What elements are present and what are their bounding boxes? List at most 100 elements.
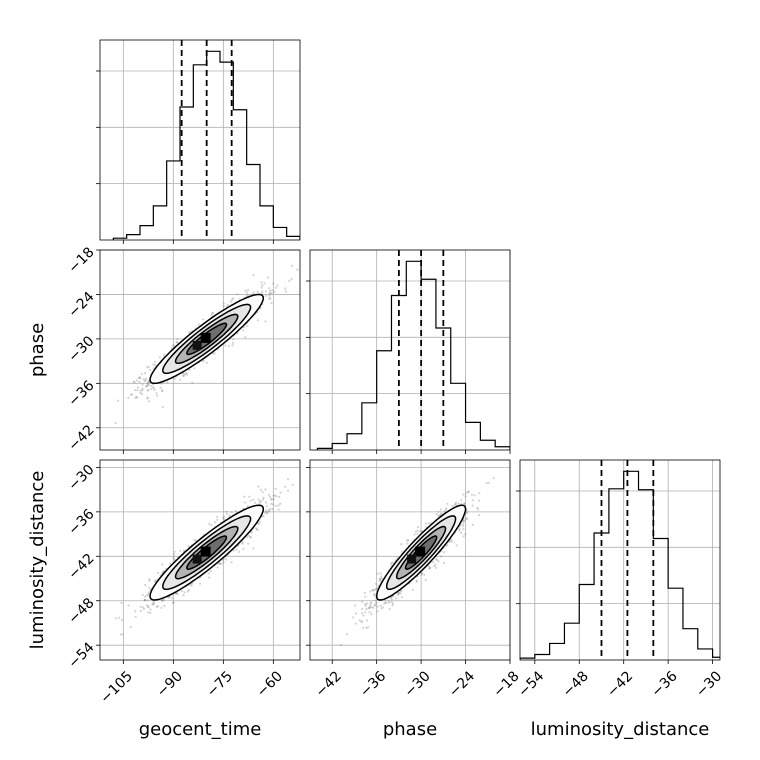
scatter-point: [462, 524, 465, 528]
scatter-point: [260, 500, 263, 503]
scatter-point: [467, 490, 470, 493]
scatter-point: [471, 499, 474, 502]
scatter-point: [147, 388, 150, 392]
scatter-point: [202, 318, 205, 321]
scatter-point: [411, 588, 415, 591]
scatter-point: [400, 596, 403, 599]
density-peak: [200, 332, 211, 343]
x-tick-label: −30: [693, 668, 725, 700]
scatter-point: [470, 493, 474, 496]
scatter-point: [184, 373, 187, 376]
x-tick-label: −36: [357, 668, 389, 700]
scatter-point: [231, 344, 234, 347]
scatter-point: [360, 612, 364, 615]
scatter-point: [278, 495, 281, 499]
scatter-point: [286, 478, 290, 481]
scatter-point: [188, 330, 192, 334]
scatter-point: [451, 504, 454, 507]
scatter-point: [492, 477, 495, 480]
scatter-point: [222, 305, 226, 308]
scatter-point: [153, 602, 156, 605]
scatter-point: [134, 610, 137, 613]
y-tick-label: −36: [65, 378, 97, 410]
scatter-point: [149, 588, 152, 592]
scatter-point: [406, 542, 409, 545]
scatter-point: [140, 392, 144, 396]
scatter-point: [174, 377, 177, 380]
scatter-point: [369, 590, 372, 593]
scatter-point: [226, 303, 229, 306]
scatter-point: [149, 388, 153, 391]
scatter-point: [390, 597, 393, 600]
scatter-point: [182, 372, 185, 375]
scatter-point: [230, 511, 233, 514]
scatter-point: [256, 528, 259, 531]
scatter-point: [166, 381, 169, 384]
scatter-point: [254, 501, 257, 505]
scatter-point: [191, 582, 194, 585]
x-axis-label-luminosity_distance: luminosity_distance: [531, 719, 710, 740]
panel-content: [114, 452, 310, 636]
scatter-point: [152, 601, 155, 604]
scatter-point: [279, 502, 282, 505]
scatter-point: [269, 292, 272, 295]
scatter-point: [225, 512, 229, 516]
scatter-point: [149, 611, 152, 614]
scatter-point: [428, 566, 432, 570]
scatter-point: [415, 579, 418, 582]
scatter-point: [428, 567, 431, 571]
scatter-point: [339, 643, 342, 647]
scatter-point: [379, 604, 382, 607]
histogram-step-luminosity_distance: [520, 470, 720, 660]
scatter-point: [269, 297, 272, 300]
scatter-point: [151, 603, 154, 606]
scatter-point: [160, 606, 163, 609]
scatter-point: [477, 514, 481, 517]
scatter-point: [259, 520, 262, 523]
scatter-point: [373, 588, 376, 591]
x-tick-label: −42: [604, 668, 636, 700]
scatter-point: [401, 550, 404, 554]
scatter-point: [368, 611, 371, 614]
scatter-point: [228, 514, 231, 517]
scatter-point: [132, 380, 135, 383]
scatter-point: [416, 529, 419, 533]
scatter-point: [424, 578, 427, 582]
scatter-point: [437, 515, 440, 518]
scatter-point: [161, 599, 164, 602]
scatter-point: [232, 297, 235, 300]
scatter-point: [308, 452, 310, 454]
x-tick-label: −105: [97, 668, 136, 707]
scatter-point: [268, 287, 271, 290]
x-tick-label: −42: [313, 668, 345, 700]
scatter-point: [376, 605, 379, 608]
scatter-point: [172, 344, 175, 347]
scatter-point: [161, 599, 164, 602]
scatter-point: [270, 502, 273, 505]
scatter-point: [161, 406, 164, 409]
scatter-point: [160, 599, 164, 602]
scatter-point: [376, 610, 379, 613]
scatter-point: [146, 389, 149, 392]
scatter-point: [172, 556, 175, 560]
scatter-point: [362, 614, 365, 617]
scatter-point: [445, 507, 448, 510]
scatter-point: [485, 481, 488, 485]
scatter-point: [145, 384, 149, 388]
scatter-point: [284, 485, 287, 488]
scatter-point: [154, 360, 157, 363]
scatter-point: [197, 323, 200, 326]
scatter-point: [464, 533, 467, 536]
scatter-point: [127, 604, 130, 607]
scatter-point: [249, 536, 252, 539]
scatter-point: [138, 376, 141, 379]
scatter-point: [467, 490, 470, 493]
scatter-point: [156, 394, 159, 397]
scatter-point: [460, 531, 463, 534]
scatter-point: [146, 382, 150, 385]
scatter-point: [241, 329, 245, 332]
scatter-point: [462, 519, 465, 522]
scatter-point: [455, 544, 458, 547]
scatter-point: [162, 598, 165, 602]
scatter-point: [231, 341, 234, 344]
